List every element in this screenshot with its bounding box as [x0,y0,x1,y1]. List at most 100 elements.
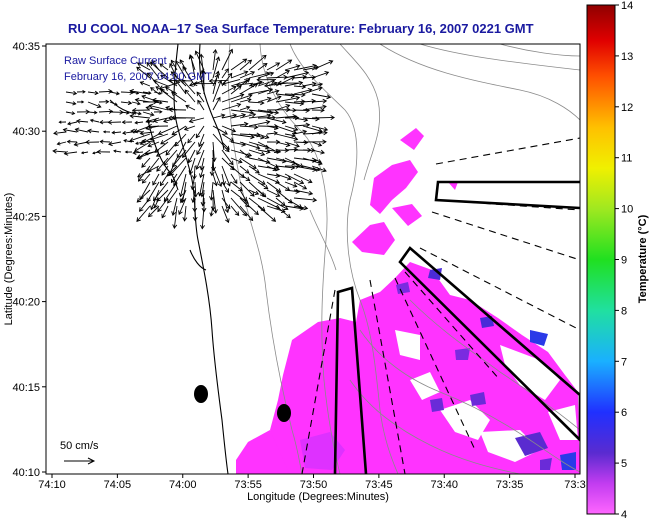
current-vector-head [255,145,261,150]
current-vector-head [173,181,178,187]
current-vector [293,124,310,127]
current-vector-head [292,183,298,188]
current-vector-head [136,62,142,67]
current-vector-head [167,115,173,121]
current-vector [184,89,196,103]
current-vector-head [301,84,307,90]
current-vector-head [302,129,308,135]
current-vector [221,173,225,186]
current-vector-head [187,158,193,164]
current-vector-head [105,99,110,104]
current-vector-head [265,159,271,165]
x-tick-label: 73:55 [234,479,262,491]
current-vector [135,99,151,103]
current-vector [302,83,316,87]
current-vector [311,93,331,98]
current-vector [160,173,169,186]
current-vector [142,173,151,184]
current-vector [120,91,134,94]
current-vector-head [236,102,242,108]
current-vector-head [274,110,280,115]
current-vector-head [272,167,277,172]
current-vector-head [269,71,275,77]
current-vector-head [66,139,71,144]
current-vector-head [228,48,234,54]
current-vector [248,109,273,114]
current-vector-head [247,59,253,65]
current-vector-head [231,128,237,133]
current-vector [293,181,307,190]
current-vector [136,189,151,203]
current-vector [275,157,296,165]
current-vector [185,105,196,111]
current-vector-head [261,54,267,60]
current-vector [179,59,187,71]
current-vector-head [190,185,196,191]
current-vector-head [234,211,240,217]
current-vector [311,71,329,79]
colorbar-tick-label: 10 [621,204,633,216]
current-vector-head [245,78,251,83]
current-vector-head [238,186,243,192]
current-vector-head [320,107,325,113]
current-vector-head [152,196,158,202]
current-vector [202,189,205,206]
current-vector [212,189,217,214]
current-vector-head [172,224,178,229]
current-vector-head [229,165,235,171]
current-vector [230,94,253,103]
current-vector [275,165,295,169]
current-vector-head [294,115,300,121]
current-vector-head [170,59,176,65]
current-vector [158,125,178,135]
current-vector-head [244,169,250,174]
current-vector [230,109,254,114]
current-vector-head [113,149,117,153]
current-vector-head [275,62,281,67]
current-vector-head [158,91,162,95]
current-vector-head [179,59,184,65]
current-vector [248,55,267,71]
current-vector-head [153,203,158,209]
current-vector [188,149,196,163]
current-vector [221,68,229,79]
colorbar-tick-label: 6 [621,407,627,419]
current-vector [201,205,205,229]
current-vector-head [80,151,85,155]
current-vector-head [262,193,267,198]
current-vector [311,141,322,146]
current-vector-head [241,112,247,118]
current-vector [293,85,306,88]
current-vector-head [231,85,237,91]
current-vector [175,60,187,79]
current-vector [248,115,271,119]
current-vector-head [96,103,102,109]
current-vector [284,205,304,210]
current-vector [65,101,76,105]
current-vector [221,49,233,71]
current-vector [137,62,151,71]
current-vector-head [295,64,301,69]
current-vector [90,119,100,123]
current-vector-head [139,130,145,136]
current-vector [275,133,298,140]
current-vector [163,117,178,123]
current-vector-head [127,100,133,106]
current-vector-head [275,192,281,197]
current-vector [284,189,300,193]
current-vector [196,141,205,155]
map-title: RU COOL NOAA–17 Sea Surface Temperature:… [68,21,534,36]
current-vector-head [111,130,116,135]
current-vector-head [170,91,176,96]
current-vector [248,165,260,174]
current-vector [198,133,205,147]
current-vector-head [108,89,113,94]
current-vector-head [74,127,80,133]
current-vector-head [281,119,287,125]
current-vector [212,80,222,103]
x-tick-label: 73:3 [564,479,585,491]
current-vector-head [229,137,235,142]
current-vector-head [158,85,164,91]
current-vector [311,125,328,131]
current-vector-head [155,86,161,91]
